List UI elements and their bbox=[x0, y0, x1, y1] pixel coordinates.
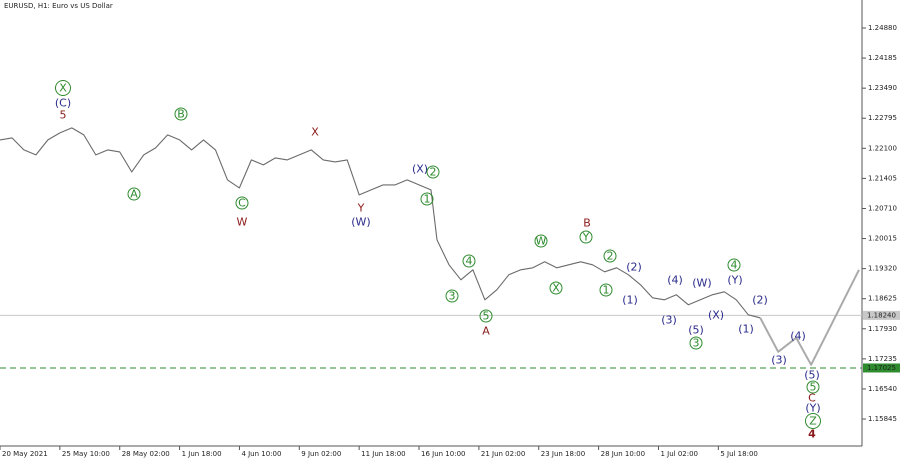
wave-label: 5 bbox=[60, 109, 67, 122]
wave-label: (5) bbox=[804, 369, 820, 382]
wave-circle bbox=[579, 230, 593, 244]
x-tick-label: 20 May 2021 bbox=[2, 450, 48, 458]
y-tick-label: 1.20710 bbox=[868, 204, 897, 212]
x-tick-label: 21 Jun 02:00 bbox=[481, 450, 525, 458]
y-tick-label: 1.22795 bbox=[868, 114, 897, 122]
y-tick-label: 1.16540 bbox=[868, 385, 897, 393]
wave-label: X bbox=[311, 126, 319, 139]
wave-circle bbox=[55, 80, 71, 96]
x-tick-label: 4 Jun 10:00 bbox=[241, 450, 281, 458]
wave-label: (X) bbox=[412, 163, 428, 176]
y-tick-label: 1.24185 bbox=[868, 54, 897, 62]
wave-label: Y bbox=[582, 231, 590, 244]
x-tick-label: 1 Jul 02:00 bbox=[660, 450, 698, 458]
wave-label: (1) bbox=[622, 294, 638, 307]
price-tag bbox=[863, 363, 900, 373]
wave-label: C bbox=[808, 392, 816, 405]
y-tick-label: 1.20015 bbox=[868, 235, 897, 243]
x-tick-label: 9 Jun 02:00 bbox=[301, 450, 341, 458]
wave-label: 1 bbox=[424, 193, 431, 206]
wave-label: 4 bbox=[731, 259, 738, 272]
wave-label: X bbox=[59, 82, 67, 95]
x-tick-label: 11 Jun 18:00 bbox=[361, 450, 405, 458]
wave-circle bbox=[426, 165, 440, 179]
wave-circle bbox=[549, 281, 563, 295]
wave-label: 3 bbox=[449, 290, 456, 303]
wave-circle bbox=[603, 249, 617, 263]
wave-label: B bbox=[583, 217, 591, 230]
wave-label: 4 bbox=[808, 428, 816, 441]
wave-label: (2) bbox=[626, 261, 642, 274]
wave-label: (1) bbox=[738, 323, 754, 336]
wave-circle bbox=[599, 283, 613, 297]
y-tick-label: 1.22100 bbox=[868, 144, 897, 152]
x-tick-label: 16 Jun 10:00 bbox=[421, 450, 465, 458]
y-tick-label: 1.19320 bbox=[868, 265, 897, 273]
wave-label: (Y) bbox=[805, 402, 820, 415]
y-tick-label: 1.17235 bbox=[868, 355, 897, 363]
wave-label: B bbox=[177, 108, 185, 121]
wave-circle bbox=[806, 380, 820, 394]
y-tick-label: 1.15845 bbox=[868, 415, 897, 423]
wave-label: Y bbox=[357, 202, 365, 215]
wave-circle bbox=[805, 413, 821, 429]
wave-label: 1 bbox=[603, 284, 610, 297]
wave-label: (5) bbox=[688, 324, 704, 337]
wave-label: (4) bbox=[790, 330, 806, 343]
wave-label: A bbox=[482, 325, 490, 338]
wave-label: (3) bbox=[771, 354, 787, 367]
wave-label: (X) bbox=[708, 309, 724, 322]
x-tick-label: 23 Jun 18:00 bbox=[541, 450, 585, 458]
wave-label: (2) bbox=[752, 294, 768, 307]
wave-circle bbox=[174, 107, 188, 121]
wave-label: C bbox=[238, 197, 246, 210]
y-tick-label: 1.17930 bbox=[868, 325, 897, 333]
price-line-series bbox=[0, 127, 761, 319]
wave-label: 2 bbox=[607, 250, 614, 263]
wave-label: (Y) bbox=[727, 274, 742, 287]
wave-label: (4) bbox=[667, 274, 683, 287]
wave-label: (3) bbox=[661, 314, 677, 327]
wave-label: (W) bbox=[692, 277, 711, 290]
y-tick-label: 1.18625 bbox=[868, 295, 897, 303]
wave-label: X bbox=[552, 282, 560, 295]
wave-label: 3 bbox=[693, 337, 700, 350]
wave-label: (C) bbox=[55, 97, 71, 110]
wave-label: W bbox=[536, 235, 547, 248]
price-tag-label: 1.17025 bbox=[867, 364, 896, 372]
wave-label: Z bbox=[809, 415, 817, 428]
wave-label: W bbox=[237, 216, 248, 229]
wave-circle bbox=[445, 289, 459, 303]
wave-circle bbox=[534, 234, 548, 248]
y-tick-label: 1.23490 bbox=[868, 84, 897, 92]
y-tick-label: 1.21405 bbox=[868, 174, 897, 182]
wave-circle bbox=[127, 187, 141, 201]
wave-label: 5 bbox=[810, 381, 817, 394]
wave-label: (W) bbox=[351, 216, 370, 229]
wave-circle bbox=[462, 254, 476, 268]
wave-circle bbox=[689, 336, 703, 350]
wave-label: 5 bbox=[483, 310, 490, 323]
x-tick-label: 5 Jul 18:00 bbox=[720, 450, 758, 458]
wave-circle bbox=[479, 309, 493, 323]
chart-title: EURUSD, H1: Euro vs US Dollar bbox=[4, 2, 113, 10]
price-line-series bbox=[759, 269, 860, 366]
wave-circle bbox=[420, 192, 434, 206]
wave-circle bbox=[727, 258, 741, 272]
wave-circle bbox=[235, 196, 249, 210]
wave-label: 2 bbox=[430, 166, 437, 179]
x-tick-label: 28 Jun 10:00 bbox=[601, 450, 645, 458]
x-tick-label: 25 May 10:00 bbox=[62, 450, 110, 458]
wave-label: 4 bbox=[466, 255, 473, 268]
wave-label: A bbox=[130, 188, 138, 201]
price-tag-label: 1.18240 bbox=[867, 311, 896, 319]
x-tick-label: 28 May 02:00 bbox=[122, 450, 170, 458]
y-tick-label: 1.24880 bbox=[868, 24, 897, 32]
x-tick-label: 1 Jun 18:00 bbox=[182, 450, 222, 458]
price-tag bbox=[863, 310, 900, 320]
